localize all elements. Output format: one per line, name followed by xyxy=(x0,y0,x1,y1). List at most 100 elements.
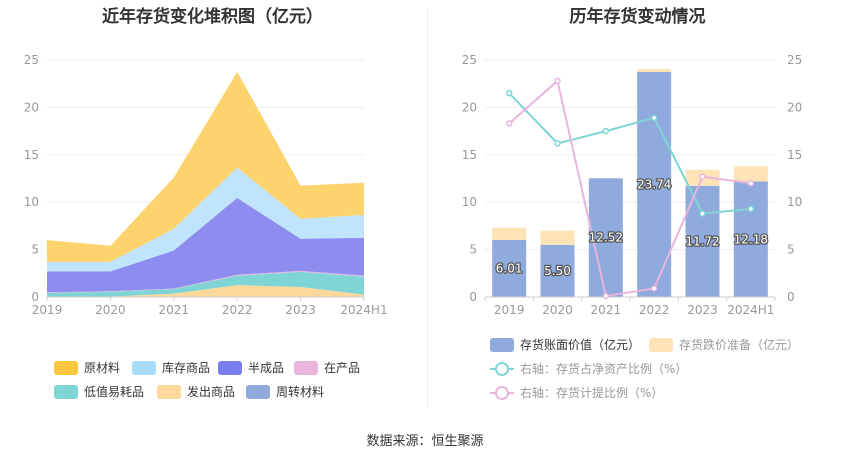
right-y2-tick-label: 25 xyxy=(787,53,802,67)
left-x-tick-label: 2023 xyxy=(285,303,316,317)
bar-book-value xyxy=(540,244,575,297)
line-point-3 xyxy=(747,179,755,187)
legend-line-swatch xyxy=(490,385,514,400)
area-series-2 xyxy=(47,271,364,297)
legend-item-wip[interactable]: 在产品 xyxy=(294,359,360,376)
right-x-tick-label: 2020 xyxy=(542,303,573,317)
left-x-tick-label: 2019 xyxy=(32,303,63,317)
legend-item-turnover-materials[interactable]: 周转材料 xyxy=(246,383,324,400)
bar-impairment xyxy=(492,227,527,241)
left-x-tick-label: 2021 xyxy=(159,303,190,317)
line-point-2 xyxy=(699,210,706,217)
legend-item-net-asset-ratio[interactable]: 右轴：存货占净资产比例（%） xyxy=(490,360,687,377)
legend-swatch xyxy=(218,360,242,375)
legend-swatch xyxy=(132,360,156,375)
legend-item-low-value[interactable]: 低值易耗品 xyxy=(54,383,144,400)
line-point-2 xyxy=(505,89,513,97)
line-series-2 xyxy=(508,92,751,215)
legend-item-impairment[interactable]: 存货跌价准备（亿元） xyxy=(649,336,799,353)
legend-item-book-value[interactable]: 存货账面价值（亿元） xyxy=(490,336,640,353)
legend-item-provision-ratio[interactable]: 右轴：存货计提比例（%） xyxy=(490,384,663,401)
right-y-tick-label: 10 xyxy=(462,195,477,209)
line-point-2 xyxy=(650,114,658,122)
right-x-tick-label: 2022 xyxy=(639,303,670,317)
left-y-tick-label: 15 xyxy=(24,148,39,162)
left-x-tick-label: 2022 xyxy=(222,303,253,317)
line-point-3 xyxy=(602,292,610,300)
legend-label: 存货跌价准备（亿元） xyxy=(679,338,800,352)
bar-impairment xyxy=(637,69,672,72)
bar-data-label: 23.74 xyxy=(637,177,671,191)
legend-label: 半成品 xyxy=(248,361,285,375)
right-y2-tick-label: 10 xyxy=(787,195,802,209)
area-series-3 xyxy=(47,270,364,293)
right-x-tick-label: 2024H1 xyxy=(727,303,774,317)
legend-swatch xyxy=(649,337,673,352)
right-y-tick-label: 5 xyxy=(469,243,477,257)
right-y-tick-label: 0 xyxy=(469,290,477,304)
bar-book-value xyxy=(637,71,672,298)
bar-book-value xyxy=(588,178,623,297)
right-y-tick-label: 20 xyxy=(462,100,477,114)
area-series-5 xyxy=(47,167,364,272)
bar-book-value xyxy=(733,181,768,297)
left-y-tick-label: 0 xyxy=(31,290,39,304)
legend-line-swatch xyxy=(490,361,514,376)
line-point-3 xyxy=(505,120,513,127)
legend-swatch xyxy=(54,360,78,375)
area-series-4 xyxy=(47,197,364,293)
legend-label: 右轴：存货计提比例（%） xyxy=(520,386,664,400)
right-y2-tick-label: 15 xyxy=(787,148,802,162)
line-point-3 xyxy=(699,173,706,180)
bar-data-label: 6.01 xyxy=(496,262,523,276)
right-y2-tick-label: 0 xyxy=(787,290,795,304)
right-y2-tick-label: 20 xyxy=(787,100,802,114)
right-x-tick-label: 2019 xyxy=(494,303,525,317)
right-x-tick-label: 2021 xyxy=(591,303,622,317)
legend-label: 原材料 xyxy=(84,361,121,375)
legend-item-inventory-goods[interactable]: 库存商品 xyxy=(132,359,210,376)
right-y-tick-label: 25 xyxy=(462,53,477,67)
legend-label: 发出商品 xyxy=(187,385,236,399)
legend-label: 右轴：存货占净资产比例（%） xyxy=(520,362,688,376)
left-x-tick-label: 2020 xyxy=(95,303,126,317)
line-point-3 xyxy=(650,285,658,292)
bar-data-label: 11.72 xyxy=(685,234,719,248)
bar-data-label: 5.50 xyxy=(544,264,571,278)
left-y-tick-label: 10 xyxy=(24,195,39,209)
panel-divider xyxy=(427,8,428,408)
legend-swatch xyxy=(294,360,318,375)
legend-item-shipped-goods[interactable]: 发出商品 xyxy=(157,383,235,400)
left-y-tick-label: 20 xyxy=(24,100,39,114)
legend-item-raw-material[interactable]: 原材料 xyxy=(54,359,120,376)
line-point-2 xyxy=(602,127,610,135)
bar-impairment xyxy=(733,166,768,182)
legend-label: 低值易耗品 xyxy=(84,385,145,399)
left-x-tick-label: 2024H1 xyxy=(340,303,387,317)
legend-item-semi-finished[interactable]: 半成品 xyxy=(218,359,284,376)
bar-data-label: 12.18 xyxy=(734,232,768,246)
line-point-3 xyxy=(554,77,561,85)
right-x-tick-label: 2023 xyxy=(687,303,718,317)
area-series-6 xyxy=(47,71,364,262)
left-y-tick-label: 5 xyxy=(31,243,39,257)
data-source: 数据来源：恒生聚源 xyxy=(366,434,484,449)
bar-data-label: 12.52 xyxy=(589,231,623,245)
right-y2-tick-label: 5 xyxy=(787,243,795,257)
legend-swatch xyxy=(157,384,181,399)
legend-label: 在产品 xyxy=(324,361,361,375)
area-series-1 xyxy=(47,285,364,297)
bar-impairment xyxy=(540,230,575,245)
right-y-tick-label: 15 xyxy=(462,148,477,162)
line-series-3 xyxy=(508,78,751,298)
legend-label: 存货账面价值（亿元） xyxy=(520,338,641,352)
legend-swatch xyxy=(490,337,514,352)
left-chart-title: 近年存货变化堆积图（亿元） xyxy=(102,7,323,27)
legend-swatch xyxy=(54,384,78,399)
legend-swatch xyxy=(246,384,270,399)
legend-label: 库存商品 xyxy=(162,361,211,375)
line-point-2 xyxy=(554,140,561,147)
legend-label: 周转材料 xyxy=(276,385,325,399)
line-point-2 xyxy=(747,205,755,213)
